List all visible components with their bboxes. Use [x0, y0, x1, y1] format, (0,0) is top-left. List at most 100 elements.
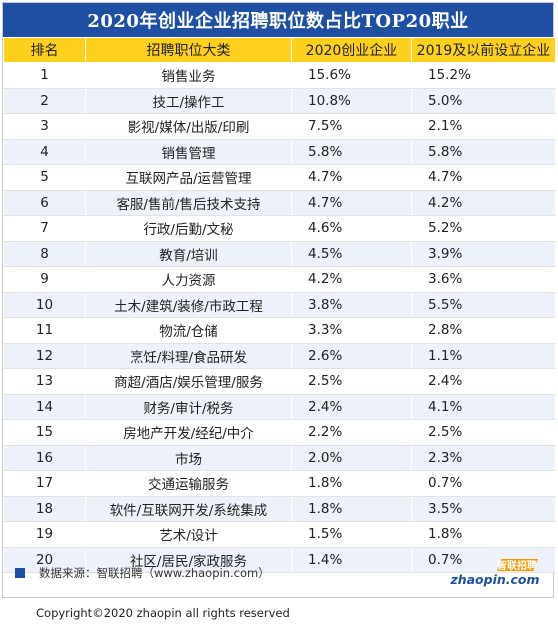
category-cell: 房地产开发/经纪/中介 [85, 419, 292, 446]
value-2020-cell: 4.5% [291, 241, 412, 267]
value-2019-cell: 3.6% [411, 266, 556, 293]
value-2020-cell: 1.8% [291, 470, 412, 497]
table-row: 2 技工/操作工 10.8% 5.0% [3, 88, 556, 114]
rank-cell: 10 [3, 292, 86, 318]
table-row: 16 市场 2.0% 2.3% [3, 445, 556, 471]
value-2020-cell: 2.2% [291, 419, 412, 446]
value-2019-cell: 5.5% [411, 292, 556, 318]
value-2020-cell: 10.8% [291, 88, 412, 114]
table-row: 14 财务/审计/税务 2.4% 4.1% [3, 394, 556, 420]
table-body: 1 销售业务 15.6% 15.2% 2 技工/操作工 10.8% 5.0% 3 影视/媒体/出版… [3, 62, 556, 573]
category-cell: 物流/仓储 [85, 317, 292, 344]
header-2020: 2020创业企业 [291, 37, 412, 63]
source-marker-icon [15, 568, 25, 578]
rank-cell: 3 [3, 113, 86, 140]
category-cell: 土木/建筑/装修/市政工程 [85, 292, 292, 318]
table-header-row: 排名 招聘职位大类 2020创业企业 2019及以前设立企业 [3, 37, 556, 63]
value-2019-cell: 0.7% [411, 470, 556, 497]
rank-cell: 15 [3, 419, 86, 446]
header-category: 招聘职位大类 [85, 37, 292, 63]
table-row: 7 行政/后勤/文秘 4.6% 5.2% [3, 215, 556, 242]
value-2020-cell: 2.4% [291, 394, 412, 420]
table-row: 8 教育/培训 4.5% 3.9% [3, 241, 556, 267]
category-cell: 交通运输服务 [85, 470, 292, 497]
category-cell: 行政/后勤/文秘 [85, 215, 292, 242]
rank-cell: 1 [3, 62, 86, 89]
category-cell: 销售管理 [85, 139, 292, 165]
value-2019-cell: 2.5% [411, 419, 556, 446]
logo-cn-text: 智联招聘 [497, 559, 537, 572]
rank-cell: 18 [3, 496, 86, 522]
rank-cell: 4 [3, 139, 86, 165]
table-row: 10 土木/建筑/装修/市政工程 3.8% 5.5% [3, 292, 556, 318]
header-2019: 2019及以前设立企业 [411, 37, 556, 63]
rank-cell: 9 [3, 266, 86, 293]
zhaopin-logo: 智联招聘 zhaopin.com [449, 559, 540, 587]
value-2020-cell: 4.6% [291, 215, 412, 242]
category-cell: 人力资源 [85, 266, 292, 293]
table-row: 17 交通运输服务 1.8% 0.7% [3, 470, 556, 497]
table-row: 18 软件/互联网开发/系统集成 1.8% 3.5% [3, 496, 556, 522]
value-2019-cell: 4.1% [411, 394, 556, 420]
rank-cell: 11 [3, 317, 86, 344]
value-2020-cell: 3.8% [291, 292, 412, 318]
table-row: 4 销售管理 5.8% 5.8% [3, 139, 556, 165]
value-2019-cell: 2.1% [411, 113, 556, 140]
value-2019-cell: 5.8% [411, 139, 556, 165]
value-2020-cell: 4.2% [291, 266, 412, 293]
category-cell: 软件/互联网开发/系统集成 [85, 496, 292, 522]
rank-cell: 8 [3, 241, 86, 267]
category-cell: 教育/培训 [85, 241, 292, 267]
value-2020-cell: 15.6% [291, 62, 412, 89]
footer: 数据来源：智联招聘（www.zhaopin.com） 智联招聘 zhaopin.… [3, 549, 553, 597]
value-2019-cell: 1.8% [411, 521, 556, 548]
category-cell: 社区/居民/家政服务 [85, 547, 292, 573]
category-cell: 客服/售前/售后技术支持 [85, 190, 292, 216]
category-cell: 互联网产品/运营管理 [85, 164, 292, 191]
category-cell: 销售业务 [85, 62, 292, 89]
value-2019-cell: 4.2% [411, 190, 556, 216]
value-2020-cell: 2.5% [291, 368, 412, 395]
category-cell: 影视/媒体/出版/印刷 [85, 113, 292, 140]
table-row: 15 房地产开发/经纪/中介 2.2% 2.5% [3, 419, 556, 446]
table-row: 19 艺术/设计 1.5% 1.8% [3, 521, 556, 548]
ranking-table: 排名 招聘职位大类 2020创业企业 2019及以前设立企业 1 销售业务 15.6… [3, 37, 556, 573]
value-2019-cell: 5.2% [411, 215, 556, 242]
rank-cell: 7 [3, 215, 86, 242]
table-row: 3 影视/媒体/出版/印刷 7.5% 2.1% [3, 113, 556, 140]
value-2019-cell: 3.9% [411, 241, 556, 267]
table-row: 5 互联网产品/运营管理 4.7% 4.7% [3, 164, 556, 191]
rank-cell: 5 [3, 164, 86, 191]
value-2020-cell: 1.5% [291, 521, 412, 548]
rank-cell: 13 [3, 368, 86, 395]
table-row: 1 销售业务 15.6% 15.2% [3, 62, 556, 89]
rank-cell: 17 [3, 470, 86, 497]
table-row: 12 烹饪/料理/食品研发 2.6% 1.1% [3, 343, 556, 369]
rank-cell: 16 [3, 445, 86, 471]
value-2020-cell: 4.7% [291, 190, 412, 216]
value-2020-cell: 1.4% [291, 547, 412, 573]
value-2020-cell: 4.7% [291, 164, 412, 191]
table-row: 13 商超/酒店/娱乐管理/服务 2.5% 2.4% [3, 368, 556, 395]
value-2019-cell: 15.2% [411, 62, 556, 89]
copyright: Copyright©2020 zhaopin all rights reserv… [36, 606, 290, 620]
rank-cell: 14 [3, 394, 86, 420]
data-source: 数据来源：智联招聘（www.zhaopin.com） [39, 566, 270, 580]
value-2019-cell: 5.0% [411, 88, 556, 114]
category-cell: 商超/酒店/娱乐管理/服务 [85, 368, 292, 395]
rank-cell: 20 [3, 547, 86, 573]
value-2019-cell: 3.5% [411, 496, 556, 522]
logo-en-text: zhaopin.com [449, 572, 539, 587]
category-cell: 财务/审计/税务 [85, 394, 292, 420]
rank-cell: 19 [3, 521, 86, 548]
value-2020-cell: 7.5% [291, 113, 412, 140]
value-2019-cell: 2.4% [411, 368, 556, 395]
table-row: 9 人力资源 4.2% 3.6% [3, 266, 556, 293]
table-row: 11 物流/仓储 3.3% 2.8% [3, 317, 556, 344]
report-card: 2020年创业企业招聘职位数占比TOP20职业 排名 招聘职位大类 2020创业… [2, 2, 556, 598]
value-2020-cell: 5.8% [291, 139, 412, 165]
value-2019-cell: 1.1% [411, 343, 556, 369]
value-2020-cell: 2.0% [291, 445, 412, 471]
rank-cell: 6 [3, 190, 86, 216]
category-cell: 艺术/设计 [85, 521, 292, 548]
